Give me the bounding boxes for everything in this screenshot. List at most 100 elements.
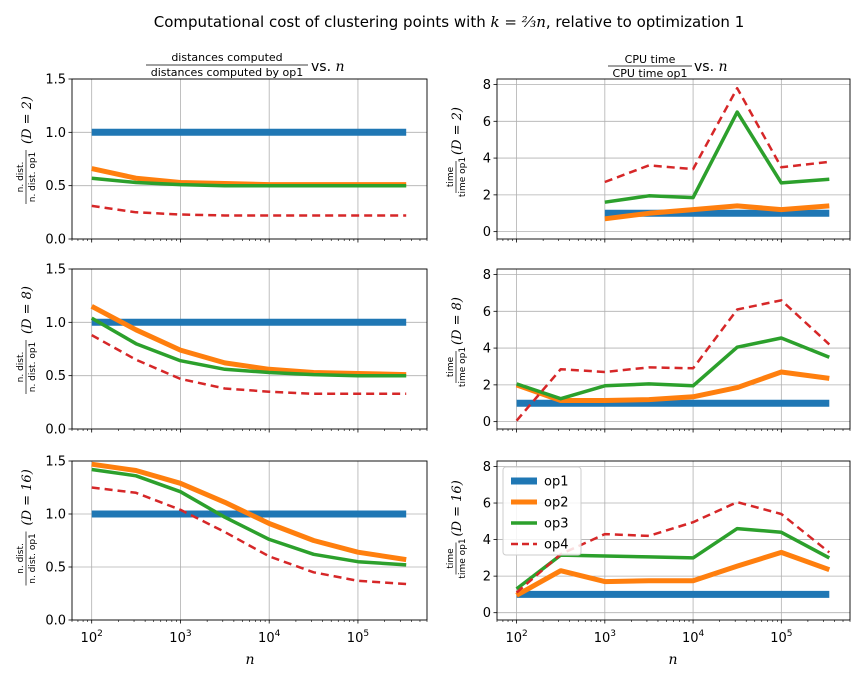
chart-panel-distances-d8: 0.0 0.5 1.0 1.5 n. dist. n. dist. op1 (D = 8) [16,263,428,438]
left-title-numerator: distances computed [171,51,282,64]
series-line-op2 [91,461,407,563]
y-label-denominator: n. dist. op1 [28,533,38,584]
left-title-suffix: vs. n [311,59,345,75]
series-group [91,461,407,586]
series-line-op3 [90,316,407,378]
panels: 0.00.51.01.5n. dist. n. dist. op1(D = 2)0… [16,73,851,646]
series-group [604,86,830,222]
axes-frame [71,460,428,621]
series-line-op4 [91,486,407,586]
x-tick-label: 104 [258,629,281,646]
series-group [91,128,407,217]
y-tick-label: 1.5 [45,73,66,88]
series-line-op3 [91,176,407,188]
axes-frame [496,460,851,621]
y-tick-label: 1.0 [45,126,66,141]
y-label-denominator: n. dist. op1 [28,342,38,393]
y-tick-label: 8 [483,78,491,93]
axes-frame [71,268,428,430]
series-line-op4 [91,204,407,217]
chart-panel-distances-d2: 0.0 0.5 1.0 1.5 n. dist. n. dist. op1 (D = 2) [16,73,428,248]
y-tick-label: 0.0 [45,614,66,629]
y-tick-label: 0.5 [45,179,66,194]
chart-panel-time-d16: 0 2 4 6 8 102 103 104 105 time time op1 (D = 16) op1… [446,460,851,646]
y-tick-label: 2 [483,570,491,585]
series-group [515,299,831,422]
y-label-numerator: n. dist. [16,543,26,574]
y-label-numerator: time [446,548,456,569]
y-axis-label: n. dist. n. dist. op1 (D = 2) [16,96,38,204]
y-label-numerator: n. dist. [16,162,26,193]
chart-panel-time-d2: 0 2 4 6 8 time time op1 (D = 2) [446,78,851,243]
y-label-numerator: time [446,166,456,187]
y-axis-label: n. dist. n. dist. op1 (D = 8) [16,286,38,394]
y-axis-label: time time op1 (D = 16) [446,480,468,578]
y-tick-label: 1.5 [45,455,66,470]
y-label-row: (D = 16) [20,469,35,525]
y-tick-label: 4 [483,342,491,357]
left-column-title: distances computed distances computed by… [146,51,345,79]
right-title-denominator: CPU time op1 [613,67,688,80]
x-tick-label: 105 [347,629,369,646]
y-tick-label: 8 [483,268,491,283]
series-group [90,304,407,396]
y-tick-label: 6 [483,305,491,320]
y-tick-label: 2 [483,378,491,393]
y-label-numerator: n. dist. [16,352,26,383]
chart-panel-time-d8: 0 2 4 6 8 time time op1 (D = 8) [446,268,851,433]
y-tick-label: 4 [483,152,491,167]
y-label-row: (D = 2) [20,96,35,144]
y-axis-label: time time op1 (D = 8) [446,297,468,387]
series-line-op4 [604,86,830,184]
y-tick-label: 2 [483,188,491,203]
y-tick-label: 1.0 [45,316,66,331]
x-tick-label: 102 [505,629,527,646]
y-tick-label: 0.0 [45,423,66,438]
series-line-op2 [90,304,407,378]
axes-frame [496,268,851,430]
series-line-op2 [604,203,830,222]
series-line-op3 [604,110,830,204]
x-axis-label-right: n [668,652,677,668]
right-title-numerator: CPU time [625,53,676,66]
x-axis-label-left: n [245,652,254,668]
series-line-op4 [91,334,407,396]
y-tick-label: 6 [483,497,491,512]
legend-box [502,466,582,556]
x-tick-label: 103 [594,629,616,646]
y-axis-label: time time op1 (D = 2) [446,107,468,197]
y-tick-label: 0.0 [45,233,66,248]
axes-frame [71,78,428,240]
y-label-row: (D = 8) [450,297,465,345]
x-tick-label: 105 [770,629,792,646]
series-line-op2 [515,549,831,598]
y-label-row: (D = 8) [20,286,35,334]
y-label-denominator: n. dist. op1 [28,152,38,203]
y-axis-label: n. dist. n. dist. op1 (D = 16) [16,469,38,586]
right-title-suffix: vs. n [694,59,728,75]
y-label-denominator: time op1 [458,347,468,387]
series-line-op3 [516,336,830,401]
y-tick-label: 1.0 [45,508,66,523]
y-tick-label: 0 [483,415,491,430]
x-tick-label: 103 [169,629,191,646]
x-tick-label: 102 [81,629,103,646]
y-tick-label: 4 [483,533,491,548]
y-label-denominator: time op1 [458,157,468,197]
chart-panel-distances-d16: 0.0 0.5 1.0 1.5 102 103 104 105 n. dist. n. dist.… [16,455,428,646]
y-tick-label: 8 [483,460,491,475]
y-tick-label: 1.5 [45,263,66,278]
legend-label-op4: op4 [544,538,568,553]
axes-frame [496,78,851,240]
y-tick-label: 0.5 [45,369,66,384]
y-tick-label: 6 [483,115,491,130]
series-line-op2 [515,369,830,403]
y-label-denominator: time op1 [458,538,468,578]
y-label-row: (D = 16) [450,480,465,536]
y-tick-label: 0.5 [45,561,66,576]
right-column-title: CPU time CPU time op1 vs. n [608,53,728,80]
y-tick-label: 0 [483,606,491,621]
y-label-numerator: time [446,356,456,377]
legend-label-op1: op1 [544,475,568,490]
